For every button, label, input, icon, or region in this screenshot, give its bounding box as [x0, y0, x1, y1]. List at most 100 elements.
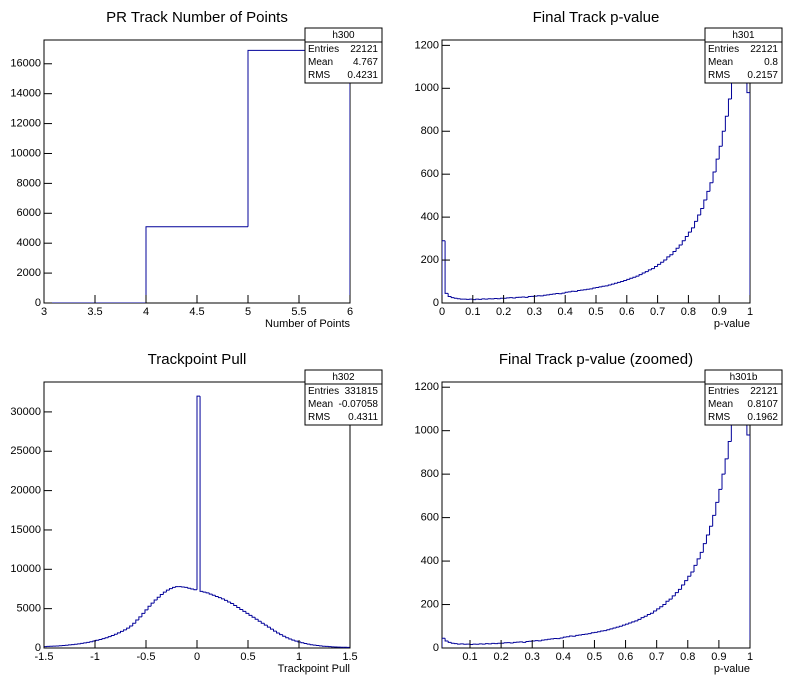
bin [248, 50, 350, 303]
y-tick-label: 1000 [415, 82, 439, 94]
x-tick-label: 0.1 [462, 651, 477, 663]
bin [267, 625, 270, 627]
bin [722, 131, 725, 146]
stats-value: 0.8 [764, 57, 778, 68]
x-tick-label: 0.3 [525, 651, 540, 663]
bin [682, 585, 685, 589]
bin [292, 639, 295, 640]
bin [516, 297, 519, 298]
bin [632, 622, 635, 623]
x-tick-label: 0.5 [240, 651, 255, 663]
bin [650, 613, 653, 614]
bin [295, 640, 298, 641]
bin [636, 276, 639, 277]
bin [706, 535, 709, 544]
stats-value: 0.1962 [747, 412, 778, 423]
bin [719, 489, 722, 502]
y-tick-label: 0 [433, 297, 439, 309]
bin [667, 257, 670, 260]
bin [451, 642, 454, 643]
bin [448, 293, 451, 296]
y-tick-label: 200 [421, 598, 439, 610]
bin [307, 644, 310, 645]
bin [669, 599, 672, 601]
bin [264, 623, 267, 625]
bin [647, 615, 650, 617]
bin [621, 282, 624, 283]
y-tick-label: 10000 [10, 563, 41, 575]
bin [121, 631, 124, 632]
bin [237, 606, 240, 608]
bin [136, 620, 139, 623]
x-tick-label: 0.7 [649, 651, 664, 663]
bin [676, 248, 679, 251]
chart-title: PR Track Number of Points [106, 9, 288, 26]
bin [685, 236, 688, 240]
y-tick-label: 30000 [10, 406, 41, 418]
bin [641, 618, 644, 620]
y-tick-label: 600 [421, 168, 439, 180]
bin [277, 631, 280, 633]
bin [716, 502, 719, 515]
bin [130, 626, 133, 628]
stats-value: -0.07058 [339, 399, 379, 410]
bin [96, 640, 99, 641]
y-tick-label: 400 [421, 211, 439, 223]
bin [618, 282, 621, 283]
stats-label: RMS [708, 412, 731, 423]
bin [163, 592, 166, 594]
bin [630, 278, 633, 279]
stats-label: Mean [708, 57, 733, 68]
bin [221, 598, 224, 599]
bin [99, 640, 102, 641]
x-tick-label: 0 [194, 651, 200, 663]
bin [173, 587, 176, 588]
plot-frame [442, 382, 750, 648]
bin [255, 617, 258, 619]
x-tick-label: 0.5 [587, 651, 602, 663]
x-axis-label: Trackpoint Pull [278, 663, 350, 675]
bin [619, 626, 622, 627]
x-tick-label: 0.8 [681, 306, 696, 318]
bin [93, 641, 96, 642]
bin [654, 611, 657, 613]
stats-title: h300 [332, 30, 355, 41]
bin [124, 630, 127, 632]
bin [602, 286, 605, 287]
x-tick-label: 0.5 [588, 306, 603, 318]
bin [607, 630, 610, 631]
histogram-bars [44, 50, 350, 303]
bin [642, 273, 645, 275]
stats-value: 331815 [345, 386, 379, 397]
bin [678, 589, 681, 592]
stats-value: 0.8107 [747, 399, 778, 410]
bin [206, 592, 209, 593]
y-tick-label: 0 [35, 642, 41, 654]
bin [448, 641, 451, 642]
bin [697, 559, 700, 566]
bin [563, 637, 566, 638]
bin [622, 625, 625, 626]
bin [234, 604, 237, 606]
bin [169, 589, 172, 591]
x-tick-label: 3.5 [87, 306, 102, 318]
x-tick-label: 0.6 [618, 651, 633, 663]
bin [682, 241, 685, 245]
y-tick-label: 25000 [10, 445, 41, 457]
stats-value: 22121 [750, 386, 778, 397]
bin [688, 576, 691, 580]
bin [209, 593, 212, 594]
bin [657, 609, 660, 611]
stats-value: 4.767 [353, 57, 378, 68]
bin [258, 619, 261, 621]
bin [133, 623, 136, 626]
bin [635, 621, 638, 622]
bin [661, 262, 664, 264]
bin [565, 292, 568, 293]
bin [716, 159, 719, 172]
